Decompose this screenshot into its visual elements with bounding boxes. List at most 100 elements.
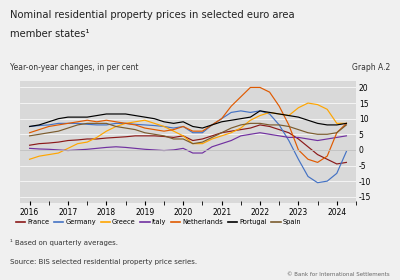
Portugal <box>171 122 176 125</box>
Greece <box>27 158 32 161</box>
France <box>229 129 234 133</box>
Germany <box>123 122 128 125</box>
Portugal <box>114 112 118 116</box>
Spain <box>27 134 32 137</box>
Germany <box>277 123 282 127</box>
France <box>142 134 147 137</box>
Portugal <box>142 115 147 119</box>
Spain <box>104 122 109 125</box>
Italy <box>286 136 291 139</box>
Line: Italy: Italy <box>30 133 346 153</box>
Germany <box>104 123 109 127</box>
Spain <box>344 123 349 127</box>
Netherlands <box>296 148 301 151</box>
Italy <box>104 146 109 149</box>
Germany <box>238 109 243 113</box>
France <box>114 136 118 139</box>
Spain <box>56 129 61 133</box>
France <box>181 134 186 137</box>
France <box>267 125 272 128</box>
Spain <box>114 125 118 128</box>
Portugal <box>66 115 70 119</box>
Netherlands <box>171 128 176 131</box>
Greece <box>104 129 109 133</box>
Spain <box>66 126 70 130</box>
Text: ¹ Based on quarterly averages.: ¹ Based on quarterly averages. <box>10 239 118 246</box>
Text: Source: BIS selected residential property price series.: Source: BIS selected residential propert… <box>10 259 197 265</box>
Greece <box>306 101 310 105</box>
Spain <box>325 133 330 136</box>
Text: Graph A.2: Graph A.2 <box>352 63 390 72</box>
Netherlands <box>152 128 157 131</box>
Portugal <box>104 112 109 116</box>
Italy <box>267 133 272 136</box>
Portugal <box>325 123 330 127</box>
Spain <box>200 141 205 144</box>
Spain <box>286 125 291 128</box>
Germany <box>267 112 272 116</box>
Italy <box>56 148 61 151</box>
Greece <box>75 142 80 145</box>
Germany <box>66 122 70 125</box>
Italy <box>181 147 186 150</box>
France <box>75 138 80 142</box>
Germany <box>219 117 224 120</box>
Germany <box>142 123 147 127</box>
Portugal <box>123 112 128 116</box>
Italy <box>114 145 118 148</box>
Italy <box>123 146 128 149</box>
Spain <box>315 133 320 136</box>
Germany <box>229 111 234 114</box>
Italy <box>66 149 70 152</box>
Portugal <box>200 126 205 130</box>
Greece <box>171 129 176 133</box>
Portugal <box>210 123 214 127</box>
France <box>277 128 282 131</box>
Text: Year-on-year changes, in per cent: Year-on-year changes, in per cent <box>10 63 138 72</box>
Spain <box>75 123 80 127</box>
Germany <box>56 122 61 125</box>
Portugal <box>56 117 61 120</box>
Spain <box>94 122 99 125</box>
Italy <box>200 151 205 155</box>
Germany <box>344 150 349 153</box>
Legend: France, Germany, Greece, Italy, Netherlands, Portugal, Spain: France, Germany, Greece, Italy, Netherla… <box>13 216 304 228</box>
Spain <box>85 122 90 125</box>
Line: Germany: Germany <box>30 111 346 183</box>
Portugal <box>46 120 51 123</box>
Netherlands <box>104 118 109 122</box>
Germany <box>152 124 157 127</box>
Netherlands <box>142 126 147 130</box>
France <box>238 128 243 131</box>
Greece <box>267 111 272 114</box>
Text: © Bank for International Settlements: © Bank for International Settlements <box>287 272 390 277</box>
Portugal <box>334 123 339 127</box>
Portugal <box>267 111 272 114</box>
Italy <box>133 147 138 150</box>
Germany <box>85 123 90 126</box>
Spain <box>181 137 186 141</box>
Netherlands <box>85 118 90 122</box>
Spain <box>296 128 301 131</box>
France <box>334 162 339 166</box>
France <box>219 131 224 134</box>
Greece <box>229 131 234 134</box>
Portugal <box>306 118 310 122</box>
France <box>152 134 157 137</box>
Text: member states¹: member states¹ <box>10 29 90 39</box>
Italy <box>238 134 243 137</box>
Greece <box>190 142 195 145</box>
Germany <box>306 175 310 178</box>
Spain <box>37 133 42 136</box>
Italy <box>27 147 32 150</box>
Portugal <box>133 114 138 117</box>
Portugal <box>27 125 32 128</box>
France <box>94 137 99 141</box>
Italy <box>37 147 42 151</box>
Netherlands <box>75 120 80 123</box>
Portugal <box>296 115 301 119</box>
Italy <box>315 139 320 142</box>
Portugal <box>162 120 166 123</box>
Greece <box>334 122 339 125</box>
Spain <box>258 122 262 125</box>
